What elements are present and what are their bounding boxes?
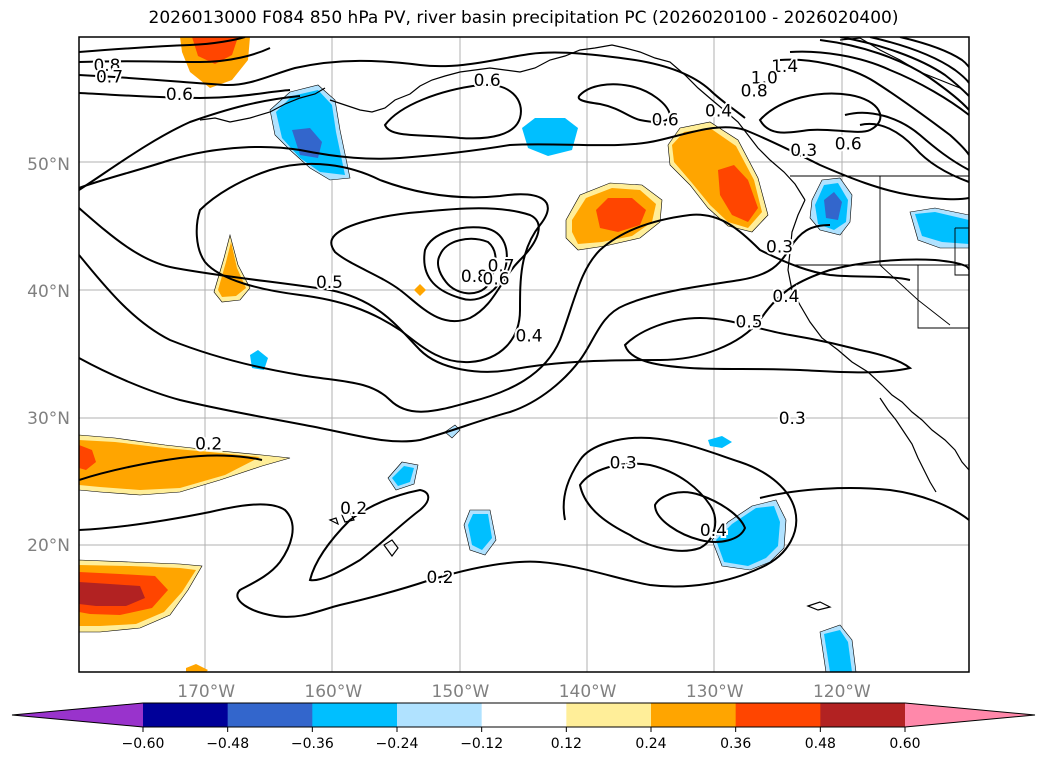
contour-label: 0.4 bbox=[705, 102, 732, 122]
contour-label: 0.8 bbox=[461, 267, 488, 287]
graticule bbox=[79, 37, 969, 672]
colorbar-segment bbox=[820, 703, 906, 727]
coastlines bbox=[199, 37, 969, 493]
colorbar-tick-label: −0.60 bbox=[122, 736, 165, 752]
contour-label: 0.6 bbox=[166, 85, 193, 105]
colorbar-tick-label: 0.24 bbox=[635, 736, 666, 752]
contour-label: 0.6 bbox=[652, 111, 679, 131]
colorbar-extend-high bbox=[905, 703, 1035, 727]
colorbar-tick-label: −0.36 bbox=[291, 736, 334, 752]
colorbar-tick-label: −0.12 bbox=[460, 736, 503, 752]
contour-label: 0.7 bbox=[96, 67, 123, 87]
contour-label: 0.7 bbox=[488, 257, 515, 277]
contour-label: 0.2 bbox=[427, 568, 454, 588]
colorbar-tick-label: 0.12 bbox=[551, 736, 582, 752]
colorbar-tick-label: 0.60 bbox=[889, 736, 920, 752]
colorbar-segment bbox=[397, 703, 483, 727]
colorbar-segment bbox=[566, 703, 652, 727]
colorbar-tick-label: 0.48 bbox=[805, 736, 836, 752]
contour-label: 0.6 bbox=[483, 269, 510, 289]
longitude-labels: 170°W 160°W 150°W 140°W 130°W 120°W bbox=[177, 682, 871, 702]
longitude-label: 170°W bbox=[177, 682, 235, 702]
contour-label: 0.8 bbox=[741, 81, 768, 101]
colorbar-extend-low bbox=[12, 703, 143, 727]
colorbar-segment bbox=[651, 703, 737, 727]
islands bbox=[328, 511, 832, 611]
latitude-labels: 50°N 40°N 30°N 20°N bbox=[27, 155, 70, 556]
latitude-label: 30°N bbox=[27, 409, 70, 429]
longitude-label: 130°W bbox=[686, 682, 744, 702]
latitude-label: 20°N bbox=[27, 536, 70, 556]
contour-label: 0.3 bbox=[790, 141, 817, 161]
longitude-label: 140°W bbox=[559, 682, 617, 702]
contour-label: 0.2 bbox=[195, 434, 222, 454]
contour-label: 0.6 bbox=[474, 71, 501, 91]
latitude-label: 50°N bbox=[27, 155, 70, 175]
colorbar-tick-label: 0.36 bbox=[720, 736, 751, 752]
map-title: 2026013000 F084 850 hPa PV, river basin … bbox=[148, 8, 899, 28]
contour-label: 1.0 bbox=[751, 69, 778, 89]
colorbar-segment bbox=[227, 703, 313, 727]
map-frame bbox=[78, 36, 970, 673]
contour-label: 0.5 bbox=[736, 312, 763, 332]
colorbar-segment bbox=[481, 703, 567, 727]
latitude-label: 40°N bbox=[27, 282, 70, 302]
contour-label: 0.4 bbox=[516, 326, 543, 346]
contour-label: 0.4 bbox=[700, 521, 727, 541]
colorbar-segment bbox=[143, 703, 229, 727]
contour-label: 0.2 bbox=[340, 499, 367, 519]
contour-label: 0.3 bbox=[779, 409, 806, 429]
precip-shading bbox=[79, 37, 969, 672]
colorbar: −0.60 −0.48 −0.36 −0.24 −0.12 0.12 0.24 0.36 0.4… bbox=[11, 702, 1036, 752]
contour-labels: 0.80.70.60.60.6 0.41.41.00.80.3 0.60.80.70… bbox=[91, 54, 863, 590]
contour-label: 0.3 bbox=[610, 453, 637, 473]
contour-label: 0.4 bbox=[772, 287, 799, 307]
contour-label: 0.5 bbox=[316, 273, 343, 293]
colorbar-tick-label: −0.48 bbox=[206, 736, 249, 752]
state-borders bbox=[790, 175, 969, 329]
contour-label: 0.3 bbox=[766, 238, 793, 258]
colorbar-segment bbox=[735, 703, 821, 727]
colorbar-segment bbox=[312, 703, 398, 727]
colorbar-tick-label: −0.24 bbox=[376, 736, 419, 752]
longitude-label: 120°W bbox=[813, 682, 871, 702]
longitude-label: 160°W bbox=[304, 682, 362, 702]
longitude-label: 150°W bbox=[432, 682, 490, 702]
contour-label: 1.4 bbox=[771, 57, 798, 77]
pv-contours bbox=[79, 37, 969, 618]
contour-label: 0.6 bbox=[835, 135, 862, 155]
contour-label: 0.8 bbox=[93, 56, 120, 76]
